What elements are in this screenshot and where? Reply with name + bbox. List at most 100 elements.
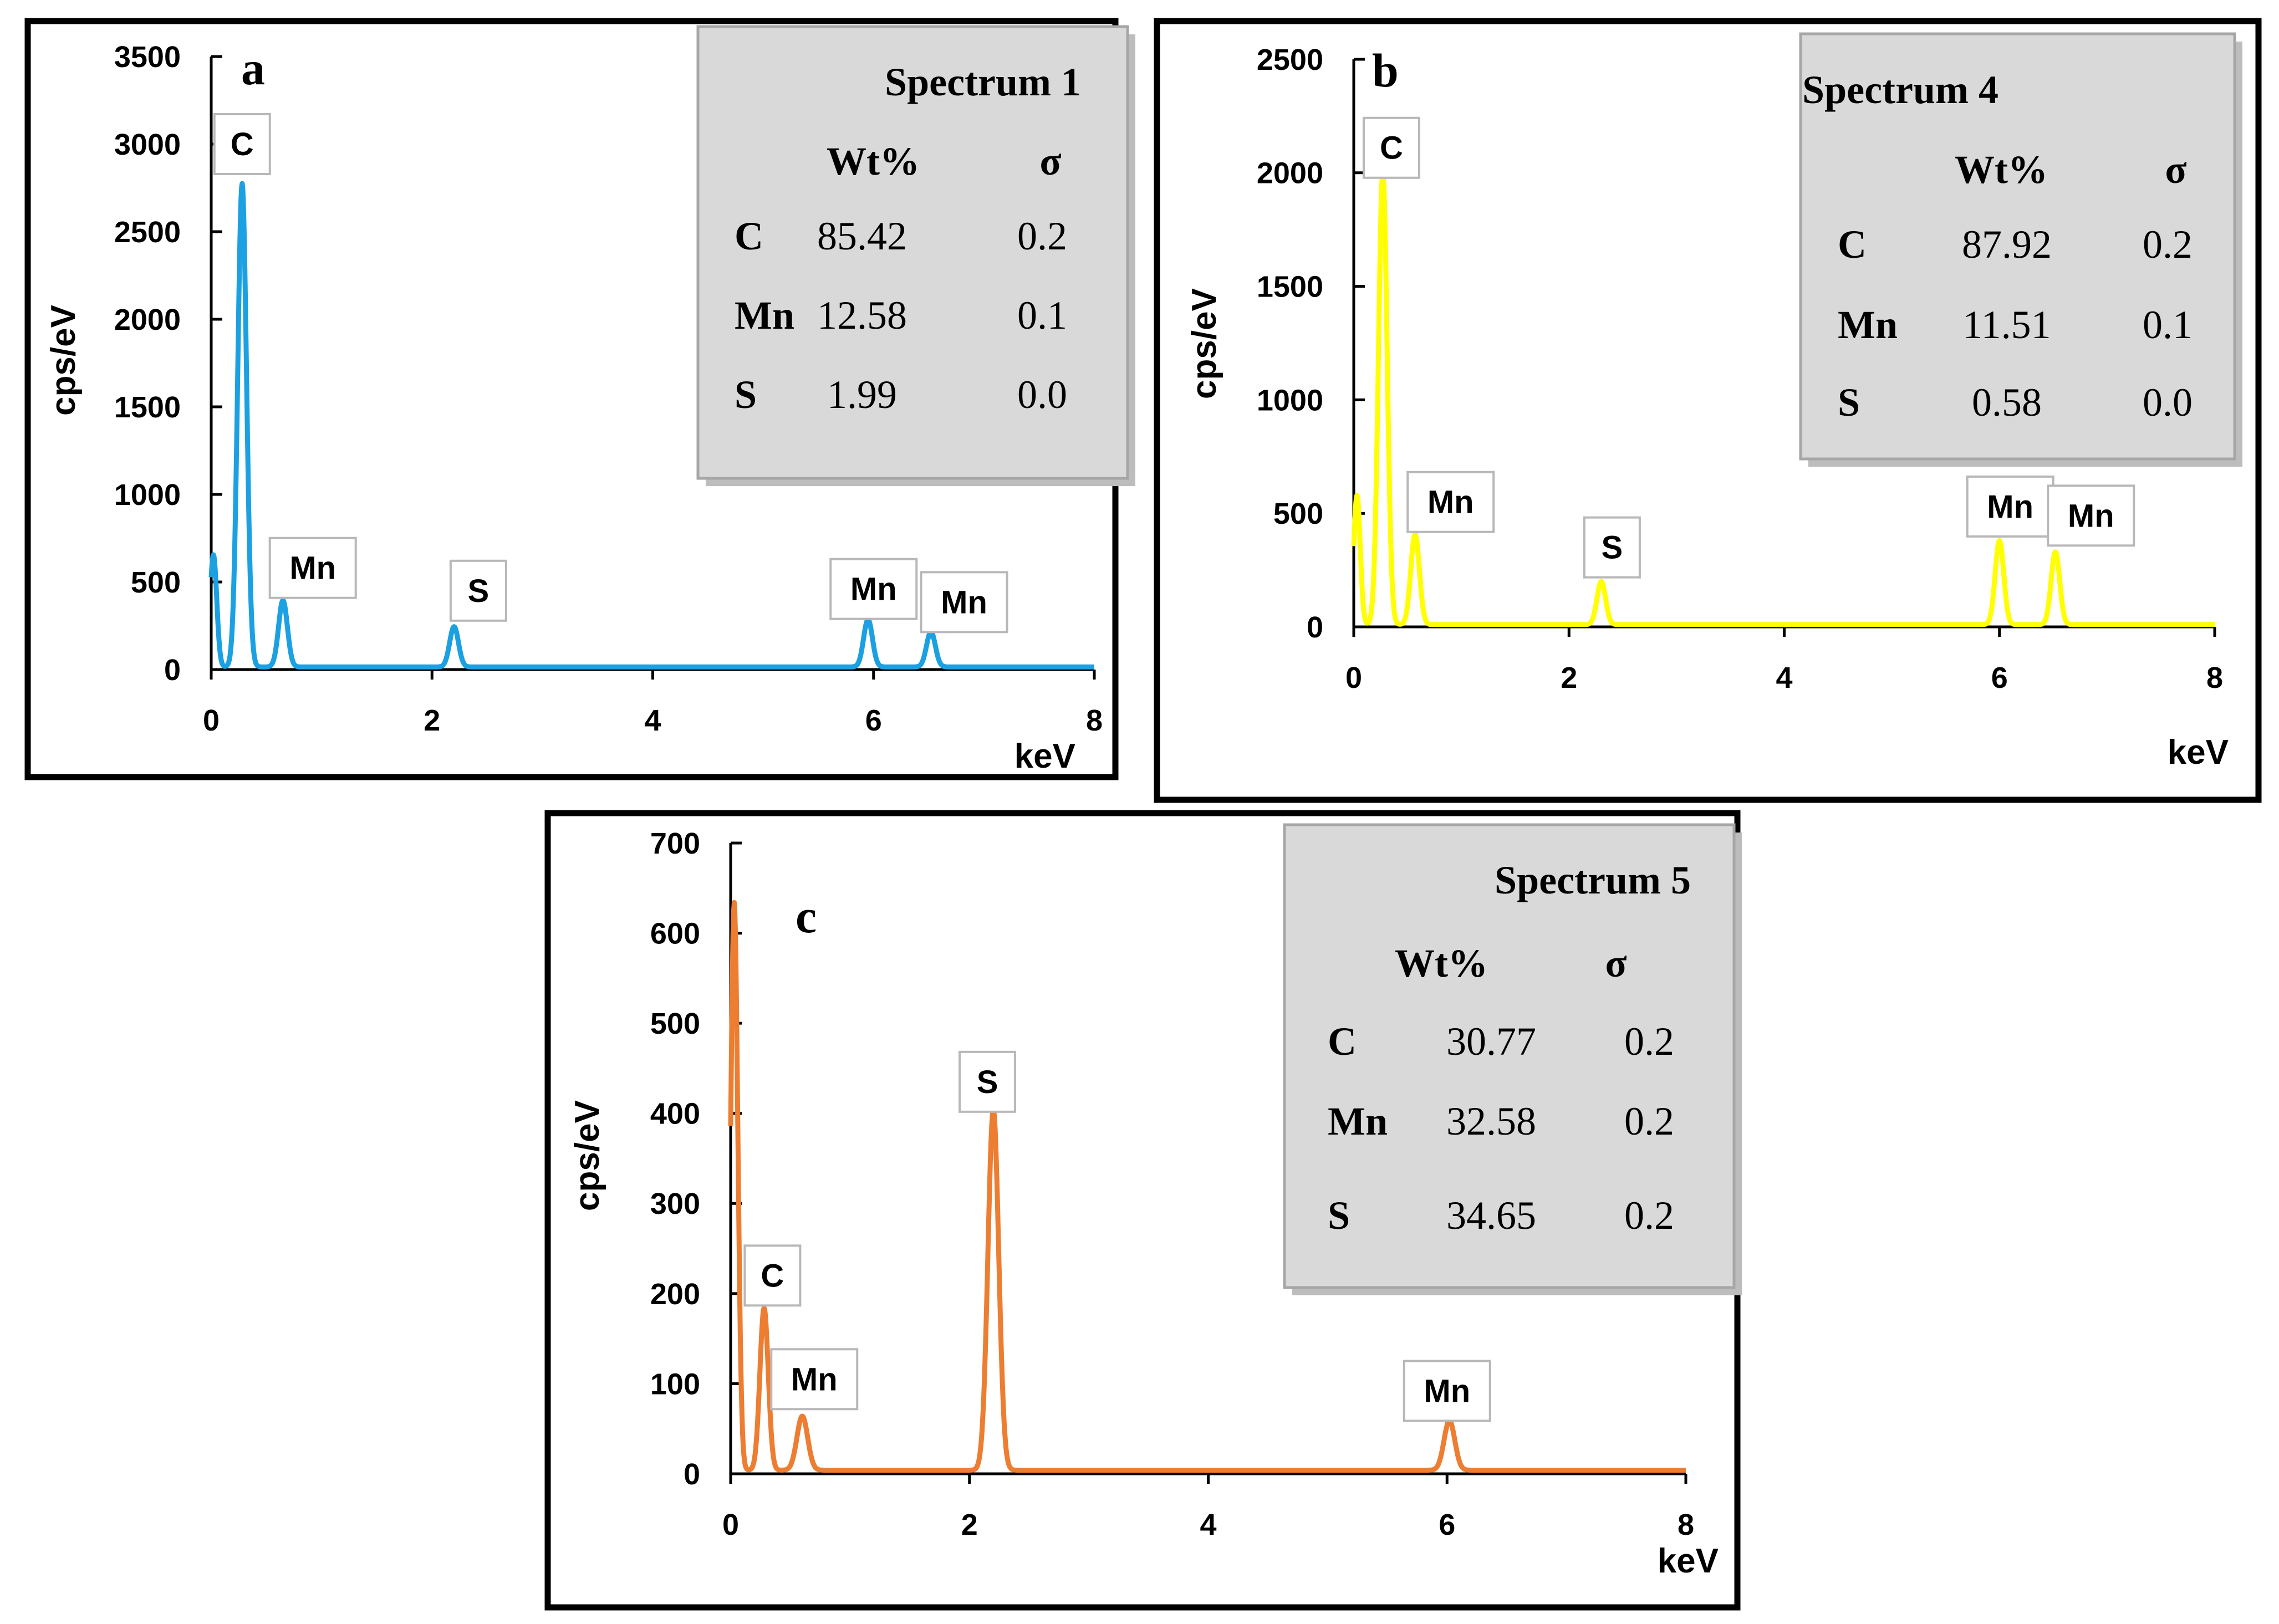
peak-label-text: Mn — [1987, 489, 2033, 525]
y-tick-label: 1500 — [1257, 270, 1323, 304]
y-tick-label: 500 — [131, 566, 181, 599]
peak-label-text: C — [231, 126, 254, 162]
table-box — [1283, 823, 1736, 1289]
y-axis-label: cps/eV — [44, 305, 83, 416]
y-tick-label: 500 — [1273, 497, 1323, 530]
peak-label: S — [1583, 516, 1641, 579]
x-tick-label: 2 — [961, 1508, 978, 1541]
panel-letter: c — [796, 890, 817, 943]
panel-letter: b — [1372, 44, 1399, 97]
sigma-value: 0.2 — [1624, 1193, 1674, 1238]
wt-value: 12.58 — [817, 293, 907, 338]
peak-label-box — [1406, 471, 1495, 533]
peak-label-text: C — [761, 1258, 784, 1294]
y-tick-label: 0 — [164, 653, 181, 687]
y-tick-label: 600 — [650, 917, 700, 950]
y-tick-label: 0 — [1307, 611, 1323, 644]
table-box — [696, 25, 1129, 480]
sigma-value: 0.2 — [1624, 1099, 1674, 1143]
peak-label: Mn — [1406, 471, 1495, 533]
x-axis-label: keV — [1014, 737, 1075, 775]
y-tick-label: 2500 — [1257, 43, 1323, 76]
x-tick-label: 2 — [424, 704, 440, 737]
peak-label-text: Mn — [2068, 498, 2114, 534]
element-symbol: C — [1328, 1019, 1357, 1064]
spectrum-line — [1351, 168, 2217, 627]
peak-label-text: S — [468, 573, 490, 609]
composition-table: Spectrum 4 Wt% σ C 87.92 0.2 Mn 11.51 0.1 S 0.58 0.… — [1799, 32, 2242, 467]
peak-label-box — [2047, 484, 2135, 547]
peak-label: C — [213, 113, 271, 175]
element-symbol: C — [1838, 222, 1867, 267]
element-symbol: C — [735, 214, 763, 258]
panel-letter: a — [241, 42, 265, 95]
table-box — [1799, 32, 2236, 461]
sigma-header: σ — [2165, 147, 2186, 192]
element-symbol: Mn — [1838, 303, 1898, 347]
peak-label-box — [268, 537, 357, 599]
y-tick-label: 2000 — [1257, 157, 1323, 190]
sigma-value: 0.0 — [2143, 380, 2193, 425]
spectrum-title: Spectrum 5 — [1495, 858, 1691, 902]
x-tick-label: 2 — [1561, 661, 1577, 694]
sigma-value: 0.2 — [1017, 214, 1067, 258]
peak-label-text: Mn — [791, 1361, 838, 1397]
peak-label: Mn — [1966, 475, 2054, 538]
peak-label: Mn — [920, 571, 1008, 634]
wt-value: 34.65 — [1446, 1193, 1536, 1238]
wt-value: 30.77 — [1446, 1019, 1536, 1064]
element-symbol: S — [735, 372, 757, 417]
wt-header: Wt% — [1395, 941, 1488, 985]
y-tick-label: 3500 — [114, 40, 181, 74]
spectrum-line — [728, 900, 1688, 1473]
sigma-header: σ — [1605, 941, 1627, 985]
peak-label-box — [213, 113, 271, 175]
panel-a: 0 500 1000 1500 2000 2500 3000 3500 0 2 4 6 8 keV cps/… — [24, 18, 1135, 780]
peak-label-text: S — [1602, 530, 1623, 566]
wt-header: Wt% — [1955, 147, 2048, 192]
y-tick-label: 2000 — [114, 303, 181, 336]
y-tick-label: 3000 — [114, 128, 181, 161]
x-tick-label: 8 — [2206, 661, 2223, 694]
peak-label: Mn — [1403, 1360, 1491, 1422]
peak-label: Mn — [2047, 484, 2135, 547]
y-tick-label: 300 — [650, 1187, 700, 1220]
x-tick-label: 8 — [1678, 1508, 1694, 1541]
wt-header: Wt% — [827, 139, 920, 183]
y-tick-label: 2500 — [114, 216, 181, 249]
peak-label-text: S — [977, 1064, 998, 1100]
y-tick-label: 0 — [684, 1458, 700, 1491]
x-tick-label: 0 — [1345, 661, 1362, 694]
peak-label-box — [449, 559, 507, 622]
y-tick-label: 1000 — [1257, 384, 1323, 417]
spectrum-title: Spectrum 4 — [1802, 68, 1998, 112]
peak-label-text: Mn — [1427, 484, 1474, 520]
sigma-header: σ — [1039, 139, 1061, 183]
x-tick-label: 4 — [644, 704, 661, 737]
x-tick-label: 0 — [203, 704, 220, 737]
peak-label-box — [958, 1050, 1017, 1113]
peak-label: Mn — [268, 537, 357, 599]
element-symbol: S — [1838, 380, 1860, 425]
y-tick-label: 400 — [650, 1097, 700, 1131]
spectrum-line — [208, 181, 1097, 670]
peak-label-box — [770, 1348, 859, 1411]
y-axis-label: cps/eV — [568, 1100, 606, 1211]
peak-label: S — [449, 559, 507, 622]
wt-value: 87.92 — [1962, 222, 2052, 267]
y-tick-label: 200 — [650, 1278, 700, 1311]
x-axis-label: keV — [2168, 733, 2229, 772]
peak-label: C — [743, 1244, 802, 1307]
y-tick-label: 1000 — [114, 478, 181, 512]
y-axis-label: cps/eV — [1185, 288, 1223, 399]
peak-label-box — [1583, 516, 1641, 579]
peak-label-box — [920, 571, 1008, 634]
peak-label-box — [1403, 1360, 1491, 1422]
sigma-value: 0.2 — [2143, 222, 2193, 267]
peak-label-box — [829, 558, 918, 620]
sigma-value: 0.1 — [2143, 303, 2193, 347]
spectrum-title: Spectrum 1 — [885, 60, 1081, 104]
wt-value: 85.42 — [817, 214, 907, 258]
